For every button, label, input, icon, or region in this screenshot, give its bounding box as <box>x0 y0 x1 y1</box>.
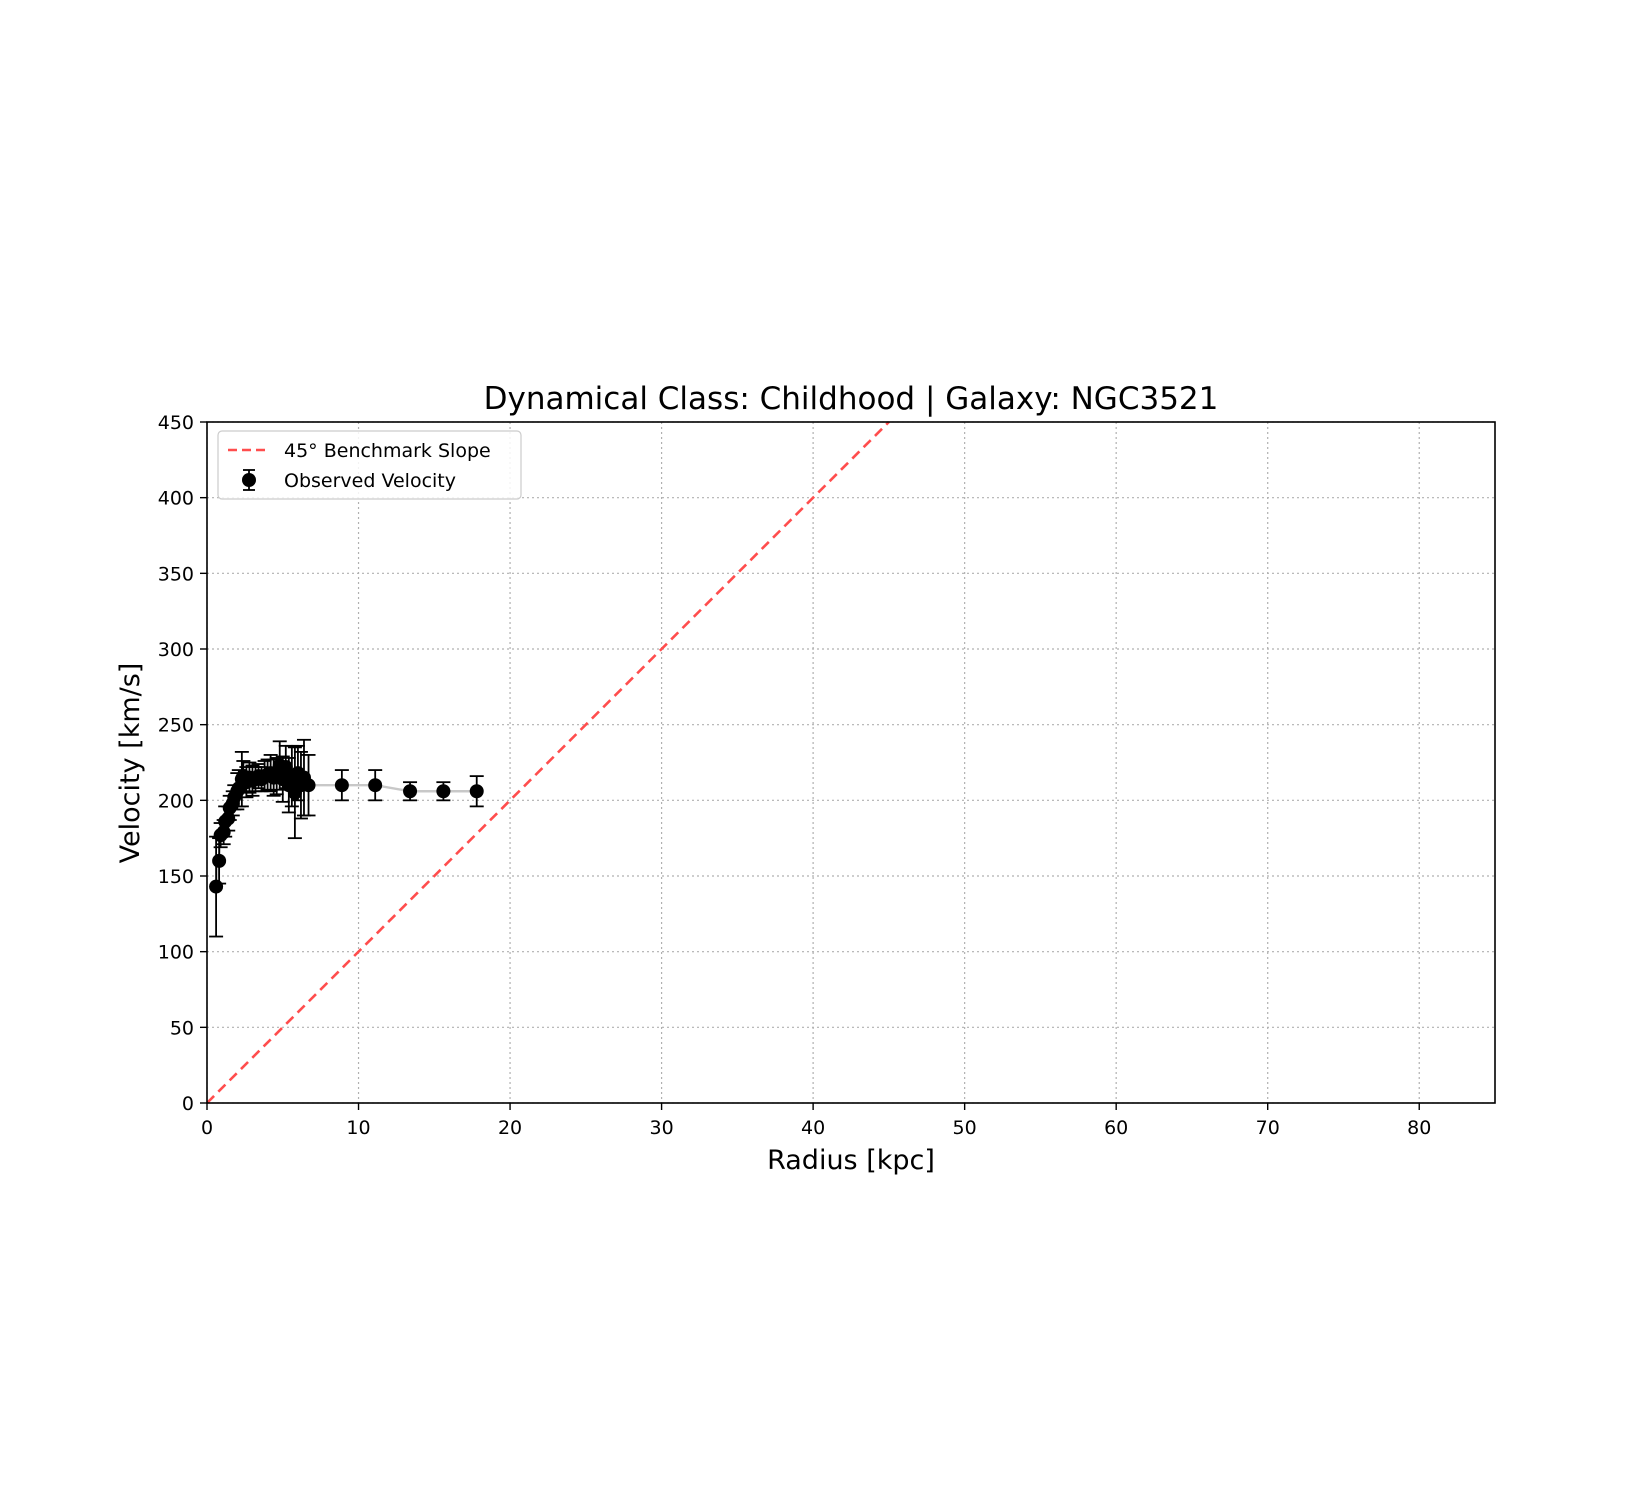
y-tick-label: 300 <box>158 639 194 661</box>
y-tick-label: 0 <box>182 1093 194 1115</box>
data-point <box>469 784 484 799</box>
y-tick-label: 250 <box>158 715 194 737</box>
x-tick-label: 30 <box>649 1117 673 1139</box>
y-tick-label: 350 <box>158 563 194 585</box>
x-tick-label: 60 <box>1104 1117 1128 1139</box>
y-tick-label: 400 <box>158 488 194 510</box>
chart-title: Dynamical Class: Childhood | Galaxy: NGC… <box>484 381 1219 417</box>
x-axis-label: Radius [kpc] <box>767 1145 935 1176</box>
data-point <box>212 853 227 868</box>
y-tick-label: 450 <box>158 412 194 434</box>
plot-frame <box>206 421 1496 1104</box>
x-tick-label: 80 <box>1407 1117 1431 1139</box>
legend-observed-label: Observed Velocity <box>284 470 456 492</box>
data-point <box>368 778 383 793</box>
observed-series <box>209 738 484 938</box>
x-tick-label: 50 <box>953 1117 977 1139</box>
grid-lines <box>206 421 1495 1104</box>
x-tick-label: 40 <box>801 1117 825 1139</box>
data-point <box>301 778 316 793</box>
axis-ticks: 0 10 20 30 40 50 60 70 80 0 50 100 150 200 250 300 350 40… <box>158 412 1432 1139</box>
x-tick-label: 10 <box>346 1117 370 1139</box>
benchmark-line <box>206 421 890 1104</box>
y-tick-label: 50 <box>170 1017 194 1039</box>
legend: 45° Benchmark Slope Observed Velocity <box>217 430 522 500</box>
x-tick-label: 20 <box>498 1117 522 1139</box>
data-point <box>436 784 451 799</box>
data-point <box>216 825 231 840</box>
x-tick-label: 70 <box>1256 1117 1280 1139</box>
y-tick-label: 150 <box>158 866 194 888</box>
data-point <box>403 784 418 799</box>
legend-box <box>217 430 522 500</box>
legend-benchmark-label: 45° Benchmark Slope <box>284 440 491 462</box>
legend-observed-marker <box>242 473 256 487</box>
benchmark-series <box>206 421 890 1104</box>
data-point <box>209 879 224 894</box>
x-tick-label: 0 <box>201 1117 213 1139</box>
data-point <box>334 778 349 793</box>
y-tick-label: 200 <box>158 790 194 812</box>
y-axis-label: Velocity [km/s] <box>115 663 146 864</box>
y-tick-label: 100 <box>158 942 194 964</box>
